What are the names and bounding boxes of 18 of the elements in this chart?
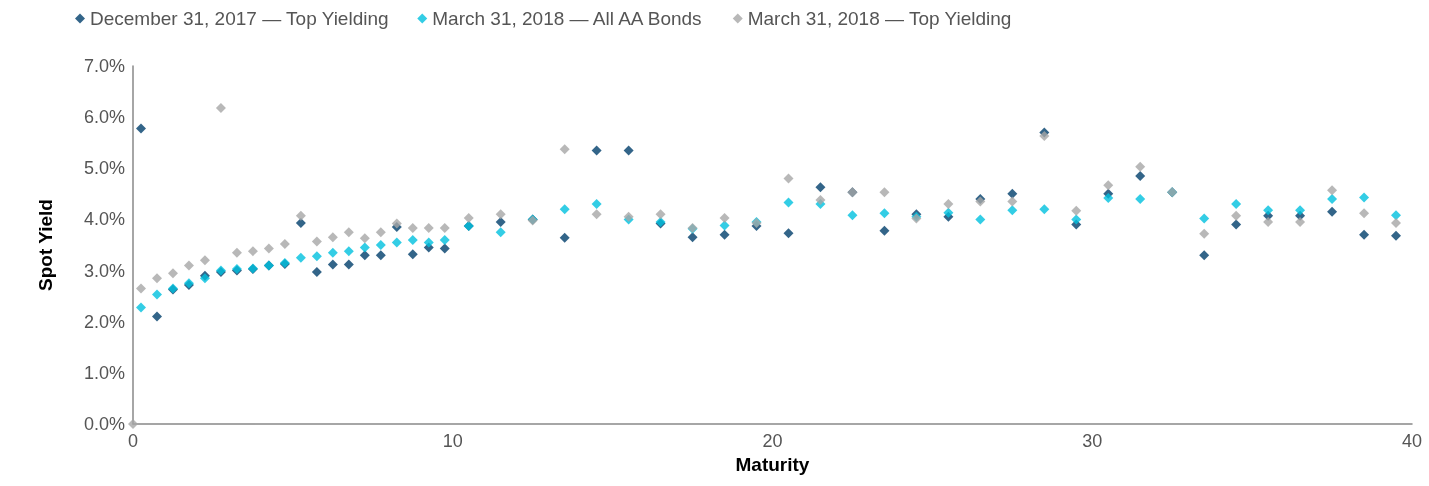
x-tick-label: 30 [1082, 431, 1103, 451]
y-tick-label: 6.0% [83, 107, 125, 128]
y-tick-label: 4.0% [83, 209, 125, 230]
y-tick-label: 0.0% [83, 414, 125, 434]
y-tick-label: 3.0% [83, 260, 125, 281]
x-axis-title: Maturity [735, 453, 810, 475]
legend-label: March 31, 2018 — Top Yielding [747, 8, 1012, 29]
y-tick-label: 5.0% [83, 158, 125, 179]
legend-label: March 31, 2018 — All AA Bonds [432, 8, 702, 29]
y-tick-label: 1.0% [83, 362, 125, 383]
y-tick-label: 2.0% [83, 311, 125, 332]
y-axis-title: Spot Yield [35, 199, 56, 291]
x-tick-label: 0 [127, 431, 139, 451]
legend-label: December 31, 2017 — Top Yielding [90, 8, 389, 29]
x-tick-label: 10 [442, 431, 463, 451]
x-tick-label: 20 [762, 431, 783, 451]
y-tick-label: 7.0% [83, 56, 125, 76]
x-tick-label: 40 [1401, 431, 1423, 451]
